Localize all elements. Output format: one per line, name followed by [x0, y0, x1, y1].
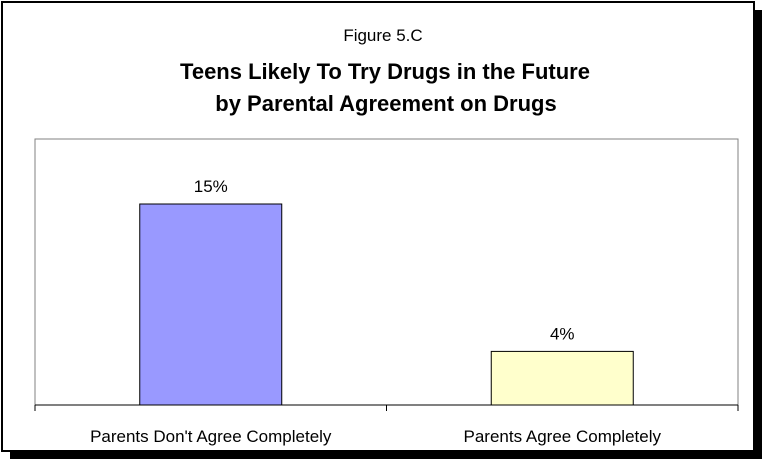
- bar: [139, 203, 283, 406]
- x-tick-label: Parents Agree Completely: [464, 427, 662, 446]
- data-label: 15%: [194, 177, 228, 196]
- bar: [490, 350, 634, 406]
- x-tick-label: Parents Don't Agree Completely: [90, 427, 332, 446]
- figure-label: Figure 5.C: [343, 26, 422, 45]
- x-axis-labels: Parents Don't Agree Completely Parents Ag…: [90, 427, 661, 446]
- chart-marks: 15% 4%: [139, 177, 634, 406]
- chart-subtitle: by Parental Agreement on Drugs: [215, 91, 556, 116]
- x-axis-ticks: [34, 405, 739, 411]
- chart-title: Teens Likely To Try Drugs in the Future: [180, 59, 590, 84]
- data-label: 4%: [550, 324, 575, 343]
